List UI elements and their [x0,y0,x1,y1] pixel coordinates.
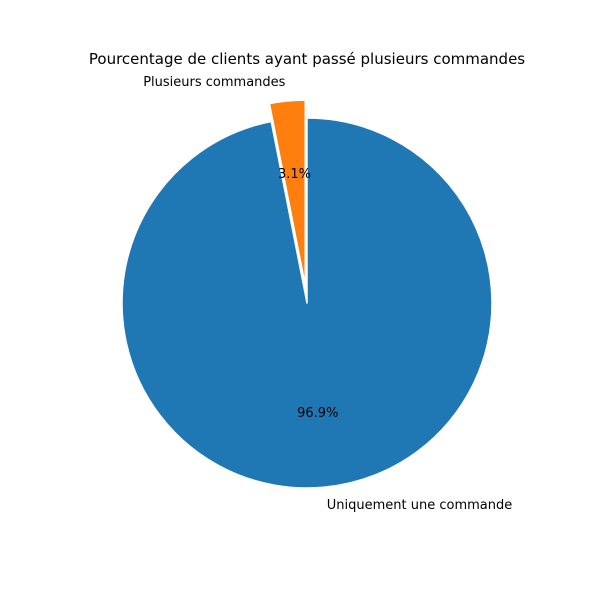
slice-pct-label-1: 96.9% [297,406,338,421]
pie-slice-2 [268,99,306,286]
pie-slices [121,99,493,489]
slice-pct-label-2: 3.1% [278,167,311,182]
slice-label-1: Uniquement une commande [327,498,512,513]
pie-labels: Uniquement une commande 96.9% Plusieurs co… [143,75,512,513]
chart-title: Pourcentage de clients ayant passé plusi… [89,50,525,68]
pie-slice-1 [121,117,493,489]
slice-label-2: Plusieurs commandes [143,75,285,90]
